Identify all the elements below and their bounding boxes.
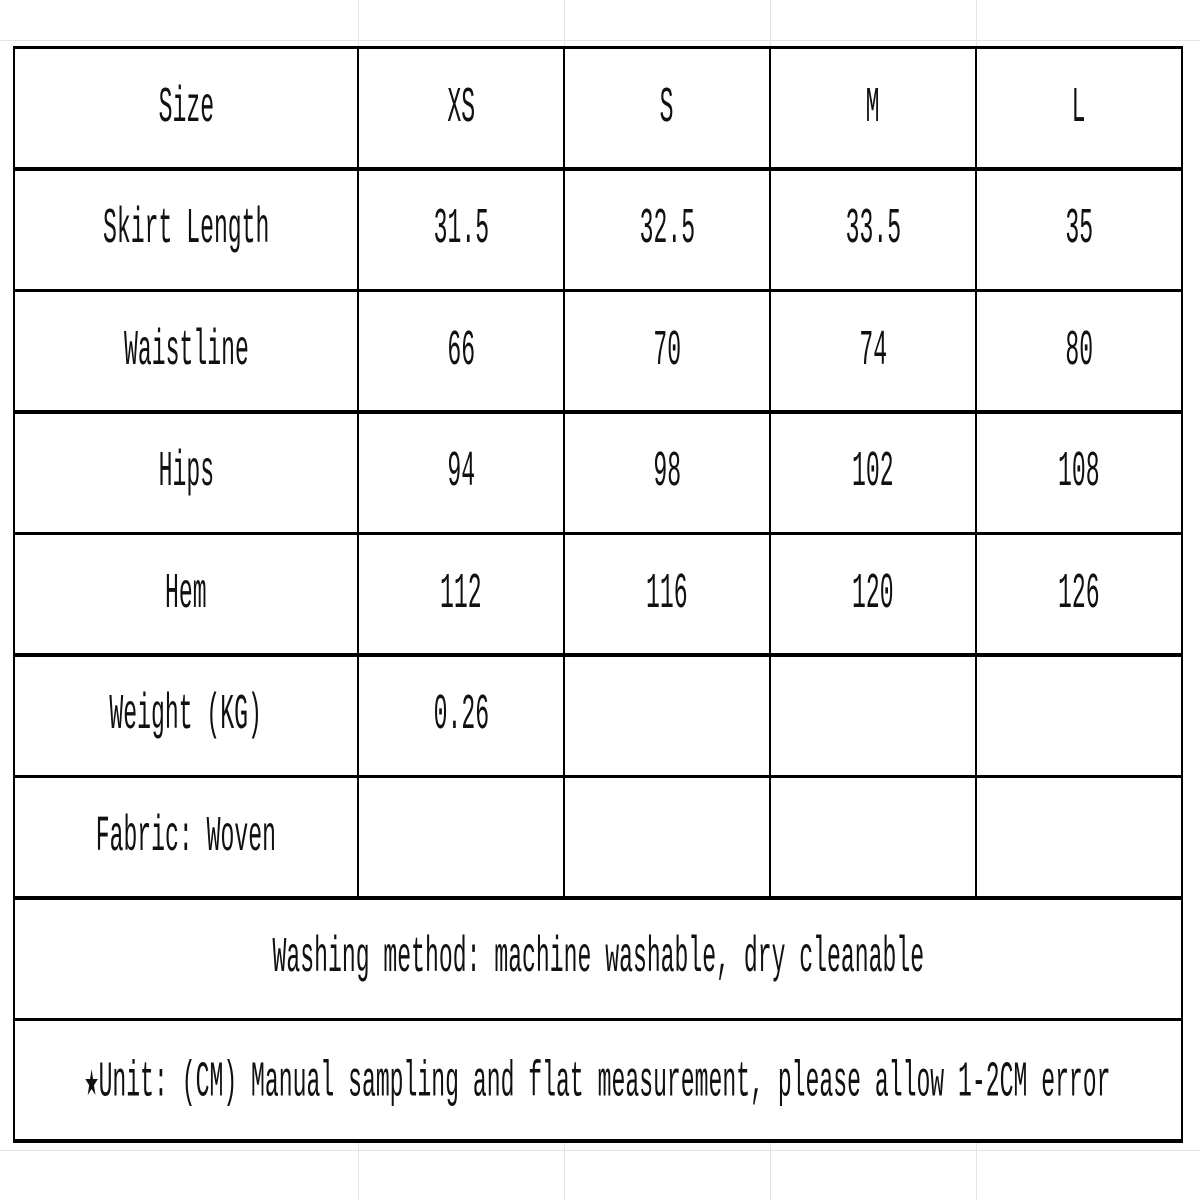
column-border xyxy=(357,47,359,898)
table-cell xyxy=(564,655,770,777)
row-border xyxy=(13,1139,1183,1143)
sheet-gridline xyxy=(976,0,977,47)
cell-text: Hips xyxy=(158,443,214,502)
column-border xyxy=(13,47,15,1141)
cell-text: Waistline xyxy=(123,321,249,380)
table-cell: 66 xyxy=(358,290,564,412)
table-cell xyxy=(976,655,1182,777)
cell-text: 70 xyxy=(653,321,681,380)
sheet-gridline xyxy=(564,1142,565,1200)
table-cell: 33.5 xyxy=(770,169,976,291)
cell-text: Washing method: machine washable, dry cl… xyxy=(272,929,924,988)
table-cell: ★Unit: (CM) Manual sampling and flat mea… xyxy=(14,1019,1182,1141)
table-cell: 80 xyxy=(976,290,1182,412)
row-border xyxy=(13,1017,1183,1021)
column-border xyxy=(563,47,565,898)
cell-text: Size xyxy=(158,78,214,137)
cell-text: XS xyxy=(447,78,475,137)
cell-text: 102 xyxy=(852,443,894,502)
cell-text: 98 xyxy=(653,443,681,502)
cell-text: 120 xyxy=(852,564,894,623)
table-cell: 32.5 xyxy=(564,169,770,291)
cell-text: 66 xyxy=(447,321,475,380)
table-cell: 0.26 xyxy=(358,655,564,777)
sheet-gridline xyxy=(976,1142,977,1200)
column-border xyxy=(769,47,771,898)
table-cell: Waistline xyxy=(14,290,358,412)
cell-text: 116 xyxy=(646,564,688,623)
table-cell: 102 xyxy=(770,412,976,534)
table-cell: 94 xyxy=(358,412,564,534)
table-cell: 108 xyxy=(976,412,1182,534)
table-cell: Size xyxy=(14,47,358,169)
cell-text: 0.26 xyxy=(433,686,489,745)
row-border xyxy=(13,410,1183,414)
row-border xyxy=(13,774,1183,778)
table-cell xyxy=(770,655,976,777)
cell-text: Fabric: Woven xyxy=(95,807,277,866)
table-cell: 98 xyxy=(564,412,770,534)
table-cell: 35 xyxy=(976,169,1182,291)
sheet-gridline xyxy=(564,0,565,47)
table-cell: 31.5 xyxy=(358,169,564,291)
sheet-gridline xyxy=(770,0,771,47)
table-cell xyxy=(358,776,564,898)
table-cell: Hips xyxy=(14,412,358,534)
sheet-gridline xyxy=(770,1142,771,1200)
row-border xyxy=(13,896,1183,900)
column-border xyxy=(1181,47,1183,1141)
sheet-gridline xyxy=(358,0,359,47)
cell-text: 126 xyxy=(1058,564,1100,623)
table-cell: 70 xyxy=(564,290,770,412)
table-cell: Skirt Length xyxy=(14,169,358,291)
cell-text: L xyxy=(1072,78,1086,137)
cell-text: ★Unit: (CM) Manual sampling and flat mea… xyxy=(85,1053,1111,1111)
row-border xyxy=(13,288,1183,292)
cell-text: 35 xyxy=(1065,200,1093,259)
table-cell: M xyxy=(770,47,976,169)
cell-text: S xyxy=(660,78,674,137)
row-border xyxy=(13,45,1183,49)
table-cell: 112 xyxy=(358,533,564,655)
table-cell: Fabric: Woven xyxy=(14,776,358,898)
table-cell: 116 xyxy=(564,533,770,655)
cell-text: 94 xyxy=(447,443,475,502)
column-border xyxy=(975,47,977,898)
cell-text: 32.5 xyxy=(639,200,695,259)
table-cell: L xyxy=(976,47,1182,169)
table-cell xyxy=(564,776,770,898)
cell-text: 74 xyxy=(859,321,887,380)
cell-text: Weight (KG) xyxy=(109,686,263,745)
sheet-gridline xyxy=(358,1142,359,1200)
cell-text: 112 xyxy=(440,564,482,623)
table-cell: 126 xyxy=(976,533,1182,655)
sheet-gridline xyxy=(0,40,1200,41)
cell-text: Skirt Length xyxy=(102,200,270,259)
cell-text: M xyxy=(866,78,880,137)
table-cell xyxy=(770,776,976,898)
table-cell: XS xyxy=(358,47,564,169)
table-cell: S xyxy=(564,47,770,169)
table-cell: Weight (KG) xyxy=(14,655,358,777)
cell-text: 108 xyxy=(1058,443,1100,502)
table-cell: 120 xyxy=(770,533,976,655)
sheet-gridline xyxy=(0,1150,1200,1151)
row-border xyxy=(13,167,1183,171)
cell-text: 33.5 xyxy=(845,200,901,259)
cell-text: 80 xyxy=(1065,321,1093,380)
table-cell: Hem xyxy=(14,533,358,655)
table-cell: Washing method: machine washable, dry cl… xyxy=(14,898,1182,1020)
cell-text: Hem xyxy=(165,564,207,623)
table-cell xyxy=(976,776,1182,898)
row-border xyxy=(13,653,1183,657)
cell-text: 31.5 xyxy=(433,200,489,259)
row-border xyxy=(13,531,1183,535)
table-cell: 74 xyxy=(770,290,976,412)
